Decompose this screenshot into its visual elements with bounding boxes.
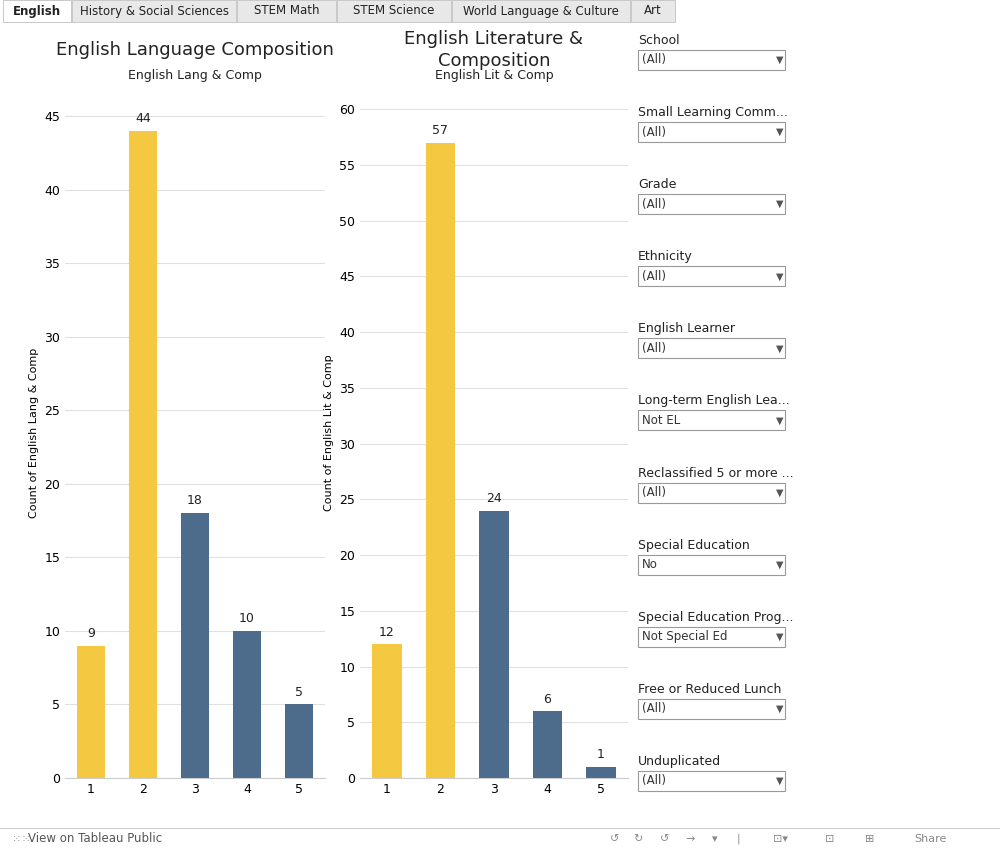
Text: ⊡: ⊡ bbox=[825, 834, 835, 844]
Text: (All): (All) bbox=[642, 486, 666, 499]
Text: (All): (All) bbox=[642, 198, 666, 211]
Text: Free or Reduced Lunch: Free or Reduced Lunch bbox=[638, 683, 781, 696]
Text: ↺: ↺ bbox=[660, 834, 670, 844]
FancyBboxPatch shape bbox=[452, 0, 630, 22]
Text: School: School bbox=[638, 34, 680, 47]
FancyBboxPatch shape bbox=[337, 0, 451, 22]
FancyBboxPatch shape bbox=[638, 411, 785, 430]
Text: Unduplicated: Unduplicated bbox=[638, 755, 721, 768]
Text: 10: 10 bbox=[239, 612, 255, 625]
FancyBboxPatch shape bbox=[72, 0, 236, 22]
Text: ▼: ▼ bbox=[776, 55, 783, 65]
Text: (All): (All) bbox=[642, 774, 666, 787]
Text: Not Special Ed: Not Special Ed bbox=[642, 630, 728, 643]
Text: ▾: ▾ bbox=[712, 834, 718, 844]
Text: Ethnicity: Ethnicity bbox=[638, 250, 693, 264]
Text: 1: 1 bbox=[597, 748, 605, 762]
FancyBboxPatch shape bbox=[638, 50, 785, 70]
Bar bbox=[586, 767, 616, 778]
Text: History & Social Sciences: History & Social Sciences bbox=[80, 4, 228, 18]
FancyBboxPatch shape bbox=[237, 0, 336, 22]
Text: STEM Science: STEM Science bbox=[353, 4, 435, 18]
Y-axis label: Count of English Lit & Comp: Count of English Lit & Comp bbox=[324, 354, 334, 511]
Text: 24: 24 bbox=[486, 492, 502, 505]
Title: English Lit & Comp: English Lit & Comp bbox=[435, 69, 553, 82]
Text: Grade: Grade bbox=[638, 178, 676, 191]
Text: 5: 5 bbox=[295, 686, 303, 699]
Text: English: English bbox=[13, 4, 61, 18]
Text: 18: 18 bbox=[187, 495, 203, 507]
Bar bbox=[479, 511, 509, 778]
Text: Not EL: Not EL bbox=[642, 414, 680, 427]
Text: View on Tableau Public: View on Tableau Public bbox=[28, 832, 162, 846]
Text: →: → bbox=[685, 834, 695, 844]
Text: ⊡▾: ⊡▾ bbox=[772, 834, 788, 844]
FancyBboxPatch shape bbox=[638, 122, 785, 142]
Text: Long-term English Lea...: Long-term English Lea... bbox=[638, 394, 790, 407]
Text: English Learner: English Learner bbox=[638, 322, 735, 336]
Text: 12: 12 bbox=[379, 626, 395, 638]
Text: ▼: ▼ bbox=[776, 128, 783, 137]
Text: No: No bbox=[642, 558, 658, 571]
Text: (All): (All) bbox=[642, 54, 666, 66]
Bar bbox=[533, 711, 562, 778]
Text: 9: 9 bbox=[87, 626, 95, 640]
Text: Small Learning Comm...: Small Learning Comm... bbox=[638, 106, 788, 119]
Text: ▼: ▼ bbox=[776, 488, 783, 497]
Text: Reclassified 5 or more ...: Reclassified 5 or more ... bbox=[638, 467, 794, 479]
Text: Special Education: Special Education bbox=[638, 539, 750, 552]
Bar bbox=[372, 644, 402, 778]
FancyBboxPatch shape bbox=[3, 0, 71, 22]
FancyBboxPatch shape bbox=[638, 266, 785, 286]
FancyBboxPatch shape bbox=[631, 0, 675, 22]
Text: (All): (All) bbox=[642, 702, 666, 716]
Bar bbox=[285, 705, 313, 778]
FancyBboxPatch shape bbox=[638, 699, 785, 719]
Text: Special Education Prog...: Special Education Prog... bbox=[638, 611, 794, 624]
FancyBboxPatch shape bbox=[638, 555, 785, 575]
Text: English Language Composition: English Language Composition bbox=[56, 41, 334, 59]
Text: ↻: ↻ bbox=[633, 834, 643, 844]
Text: 44: 44 bbox=[135, 112, 151, 125]
Text: ▼: ▼ bbox=[776, 416, 783, 426]
Bar bbox=[426, 143, 455, 778]
Text: ▼: ▼ bbox=[776, 559, 783, 570]
Text: ▼: ▼ bbox=[776, 343, 783, 354]
Bar bbox=[233, 631, 261, 778]
FancyBboxPatch shape bbox=[638, 338, 785, 359]
FancyBboxPatch shape bbox=[638, 626, 785, 647]
Text: (All): (All) bbox=[642, 269, 666, 283]
Text: ↺: ↺ bbox=[610, 834, 620, 844]
FancyBboxPatch shape bbox=[638, 483, 785, 502]
Text: ⊞: ⊞ bbox=[865, 834, 875, 844]
Text: English Literature &
Composition: English Literature & Composition bbox=[404, 30, 584, 70]
Text: 57: 57 bbox=[432, 124, 448, 137]
Text: ▼: ▼ bbox=[776, 632, 783, 642]
Text: Share: Share bbox=[914, 834, 946, 844]
Text: Art: Art bbox=[644, 4, 662, 18]
Text: ▼: ▼ bbox=[776, 271, 783, 281]
Text: ⁙⁙: ⁙⁙ bbox=[12, 834, 31, 844]
Bar bbox=[77, 646, 105, 778]
FancyBboxPatch shape bbox=[638, 194, 785, 214]
Text: World Language & Culture: World Language & Culture bbox=[463, 4, 619, 18]
Text: (All): (All) bbox=[642, 342, 666, 354]
Bar bbox=[129, 131, 157, 778]
Text: |: | bbox=[736, 834, 740, 844]
FancyBboxPatch shape bbox=[638, 771, 785, 791]
Title: English Lang & Comp: English Lang & Comp bbox=[128, 69, 262, 82]
Text: ▼: ▼ bbox=[776, 776, 783, 786]
Y-axis label: Count of English Lang & Comp: Count of English Lang & Comp bbox=[29, 348, 39, 518]
Text: ▼: ▼ bbox=[776, 199, 783, 209]
Bar bbox=[181, 513, 209, 778]
Text: (All): (All) bbox=[642, 126, 666, 139]
Text: STEM Math: STEM Math bbox=[254, 4, 319, 18]
Text: 6: 6 bbox=[544, 693, 551, 706]
Text: ▼: ▼ bbox=[776, 704, 783, 714]
